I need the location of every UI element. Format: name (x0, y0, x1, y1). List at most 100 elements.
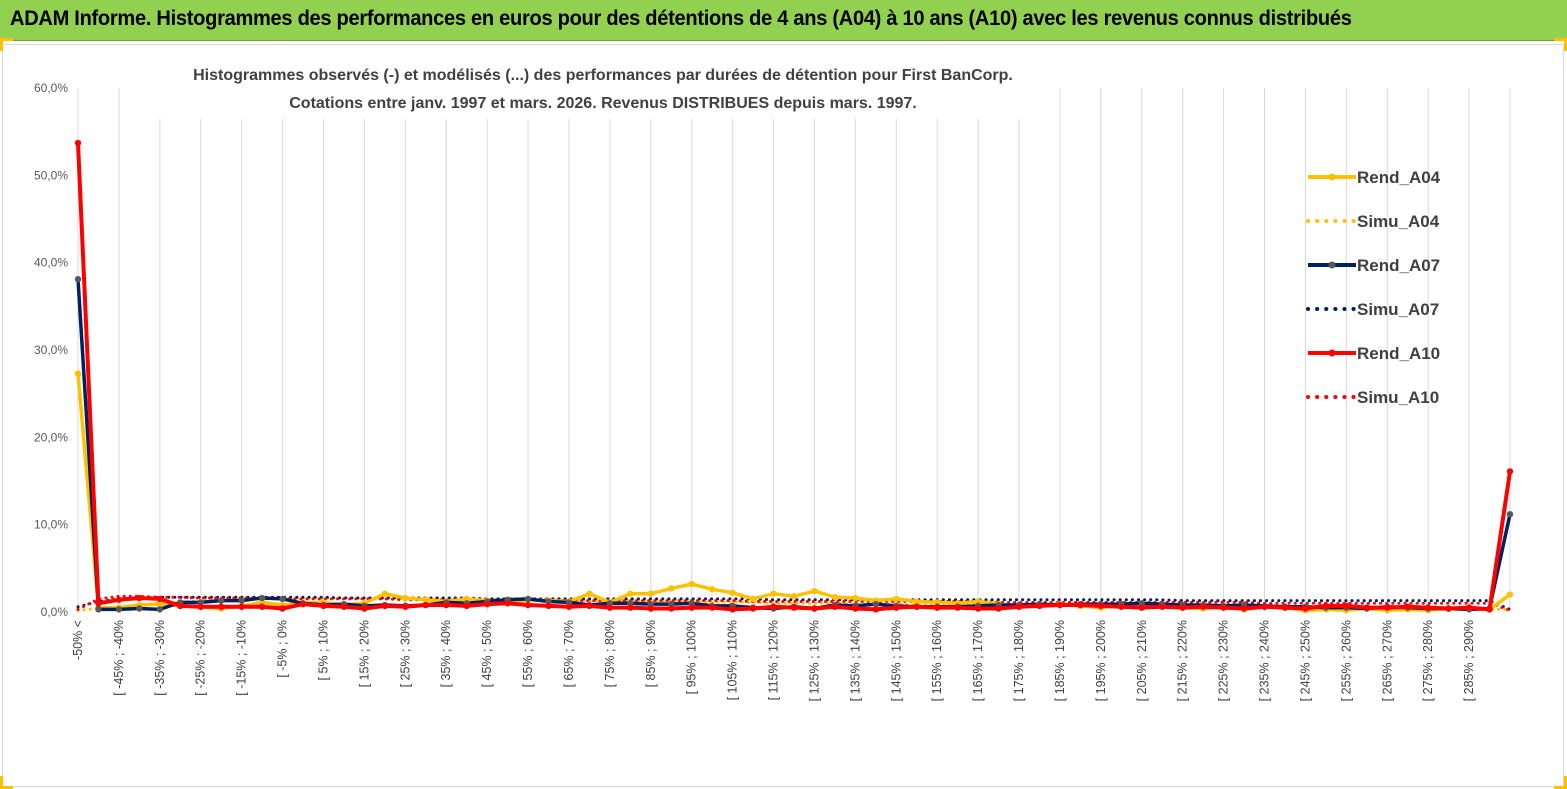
series-line-simu-a10 (76, 594, 1512, 612)
data-point-rend-a10 (852, 605, 859, 612)
y-tick-label: 40,0% (34, 256, 68, 270)
data-point-rend-a04 (831, 593, 839, 601)
data-point-rend-a10 (893, 604, 900, 611)
data-point-rend-a10 (688, 604, 695, 611)
data-point-rend-a10 (1036, 602, 1043, 610)
data-point-rend-a04 (1506, 591, 1514, 598)
legend-marker-rend-a04 (1328, 173, 1336, 181)
x-tick-label: [ 75% ; 80% (603, 620, 617, 687)
x-tick-label: [ 185% ; 190% (1053, 620, 1067, 701)
x-tick-label: [ 235% ; 240% (1258, 620, 1272, 701)
x-tick-label: [ 205% ; 210% (1135, 620, 1149, 701)
data-point-rend-a10 (1159, 603, 1166, 610)
data-point-rend-a07 (872, 600, 880, 608)
data-point-rend-a10 (1015, 603, 1023, 610)
x-tick-label: [ 215% ; 220% (1176, 620, 1190, 701)
y-axis: 0,0% 10,0% 20,0% 30,0% 40,0% 50,0% 60,0% (34, 81, 68, 619)
data-point-rend-a04 (708, 586, 716, 593)
data-point-rend-a10 (1445, 605, 1452, 612)
data-point-rend-a10 (1404, 603, 1411, 610)
x-tick-label: [ 35% ; 40% (439, 620, 453, 687)
data-point-rend-a10 (524, 601, 532, 609)
report-title: ADAM Informe. Histogrammes des performan… (10, 7, 1352, 30)
x-tick-label: [ 275% ; 280% (1421, 620, 1435, 701)
data-point-rend-a10 (258, 603, 266, 610)
legend-label-rend-a04: Rend_A04 (1357, 168, 1441, 187)
data-point-rend-a07 (238, 597, 245, 604)
data-point-rend-a10 (1179, 604, 1186, 611)
legend: Rend_A04 Simu_A04 Rend_A07 Simu_A07 Rend_A10… (1306, 168, 1441, 407)
legend-marker-rend-a10 (1328, 349, 1336, 357)
data-point-rend-a04 (729, 589, 736, 596)
data-point-rend-a10 (299, 600, 307, 608)
x-tick-label: [ 115% ; 120% (767, 620, 781, 700)
data-point-rend-a10 (1363, 604, 1371, 611)
data-point-rend-a04 (749, 595, 757, 603)
y-tick-label: 10,0% (34, 518, 68, 532)
data-point-rend-a07 (279, 595, 286, 603)
data-point-rend-a04 (668, 585, 675, 592)
legend-label-rend-a10: Rend_A10 (1357, 344, 1440, 363)
y-tick-label: 50,0% (34, 168, 68, 182)
series-line-rend-a07 (76, 279, 1512, 612)
legend-label-simu-a04: Simu_A04 (1357, 212, 1440, 231)
x-tick-label: [ 245% ; 250% (1298, 620, 1312, 701)
data-point-rend-a10 (443, 601, 450, 609)
data-point-rend-a04 (770, 590, 777, 597)
legend-marker-rend-a07 (1328, 261, 1336, 269)
data-point-rend-a10 (1077, 601, 1084, 609)
x-tick-label: [ 165% ; 170% (971, 620, 985, 701)
data-point-rend-a10 (1138, 604, 1145, 611)
x-tick-label: [ 195% ; 200% (1094, 620, 1108, 701)
x-tick-label: [ -5% ; 0% (276, 620, 290, 678)
data-point-rend-a10 (708, 604, 716, 611)
data-point-rend-a10 (729, 606, 736, 613)
data-point-rend-a10 (1199, 603, 1207, 610)
chart-frame (2, 44, 1564, 787)
data-point-rend-a10 (647, 605, 654, 612)
data-point-rend-a10 (770, 603, 777, 610)
data-point-rend-a10 (1240, 605, 1248, 612)
data-point-rend-a10 (811, 605, 818, 612)
data-point-rend-a04 (893, 595, 900, 603)
x-tick-label: [ 125% ; 130% (807, 620, 821, 701)
y-tick-label: 20,0% (34, 430, 68, 444)
data-point-rend-a07 (136, 605, 143, 612)
data-point-rend-a04 (74, 370, 82, 377)
data-point-rend-a10 (1097, 602, 1105, 610)
data-point-rend-a10 (545, 602, 552, 610)
data-point-rend-a10 (831, 603, 839, 610)
x-tick-label: [ 25% ; 30% (398, 620, 412, 687)
frame-corner-top-left (0, 38, 13, 51)
data-point-rend-a10 (790, 604, 798, 611)
x-tick-label: [ 105% ; 110% (726, 620, 740, 700)
data-point-rend-a07 (74, 276, 82, 283)
x-tick-label: [ -45% ; -40% (112, 620, 126, 696)
x-tick-label: [ 255% ; 260% (1339, 620, 1353, 701)
series-line-simu-a07 (76, 595, 1512, 611)
data-point-rend-a04 (381, 590, 389, 597)
x-tick-label: [ 285% ; 290% (1462, 620, 1476, 701)
data-point-rend-a10 (1302, 605, 1309, 612)
data-point-rend-a10 (872, 606, 880, 613)
data-point-rend-a07 (218, 597, 225, 604)
chart-title-line-1: Histogrammes observés (-) et modélisés (… (193, 67, 1013, 84)
report-banner: ADAM Informe. Histogrammes des performan… (0, 0, 1567, 41)
series-group (74, 139, 1514, 614)
x-tick-label: [ 15% ; 20% (357, 620, 371, 687)
data-point-rend-a10 (1220, 604, 1227, 611)
chart-title-line-2: Cotations entre janv. 1997 et mars. 2026… (289, 95, 917, 112)
data-point-rend-a10 (974, 605, 982, 612)
data-point-rend-a10 (1424, 604, 1432, 611)
data-point-rend-a10 (934, 604, 941, 611)
x-tick-label: -50% < (71, 620, 85, 660)
data-point-rend-a10 (156, 595, 164, 603)
data-point-rend-a07 (258, 594, 266, 602)
data-point-rend-a07 (524, 595, 532, 603)
data-point-rend-a10 (1384, 604, 1391, 611)
frame-corner-bottom-right (1554, 776, 1567, 789)
y-tick-label: 0,0% (41, 605, 69, 619)
data-point-rend-a10 (1322, 602, 1330, 610)
data-point-rend-a04 (913, 598, 920, 605)
